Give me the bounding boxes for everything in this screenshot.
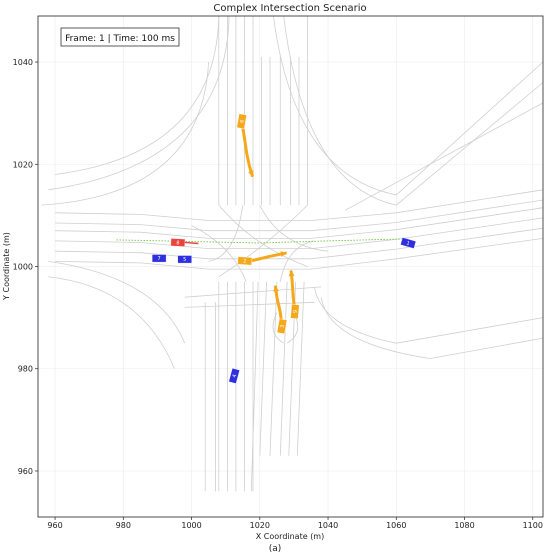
lane-line (41, 61, 210, 206)
lane-line (55, 207, 544, 239)
trajectory-arrowhead-2 (280, 251, 286, 257)
vehicle-label-4: 4 (232, 374, 239, 379)
vehicle-5: 5 (177, 255, 192, 264)
lane-line (55, 189, 544, 221)
lane-line (48, 260, 186, 344)
lane-line (191, 225, 247, 282)
vehicle-label-1: 1 (406, 240, 411, 247)
frame-info-box: Frame: 1 | Time: 100 ms (60, 27, 180, 47)
vehicle-3: 3 (276, 318, 288, 335)
vehicle-8: 8 (170, 238, 186, 247)
vehicle-6: 6 (236, 113, 247, 130)
lane-line (48, 15, 230, 191)
y-tick-label: 1040 (13, 58, 33, 67)
vehicle-label-3: 3 (280, 324, 286, 328)
lane-line (259, 204, 329, 252)
y-tick-label: 1020 (13, 160, 33, 169)
vehicle-body-7 (151, 254, 167, 263)
vehicle-body-2 (237, 256, 253, 266)
vehicle-body-1 (400, 237, 417, 249)
lane-line (320, 297, 431, 359)
figure-caption: (a) (269, 544, 282, 554)
lane-line (430, 337, 544, 359)
x-tick-label: 1040 (318, 521, 338, 530)
x-tick-label: 980 (116, 521, 131, 530)
vehicle-label-6: 6 (239, 119, 245, 123)
x-tick-label: 1100 (523, 521, 543, 530)
vehicle-2: 2 (237, 256, 253, 266)
lane-line (184, 286, 322, 298)
lane-line (48, 276, 175, 369)
lane-line (55, 238, 544, 270)
trajectory-arrowhead-6 (248, 170, 254, 176)
x-tick-label: 1080 (454, 521, 474, 530)
vehicle-7: 7 (151, 254, 167, 263)
lane-line (313, 286, 397, 344)
vehicle-body-6 (236, 113, 247, 130)
x-tick-label: 1020 (250, 521, 270, 530)
lane-line (279, 281, 288, 456)
lane-line (279, 240, 315, 282)
frame-info-text: Frame: 1 | Time: 100 ms (65, 34, 175, 44)
x-tick-label: 1000 (181, 521, 201, 530)
vehicle-label-8: 8 (176, 240, 179, 246)
lane-line (208, 205, 244, 262)
lane-line (273, 15, 397, 196)
x-axis-label: X Coordinate (m) (256, 532, 324, 541)
lane-line (283, 15, 397, 206)
vehicle-1: 1 (400, 237, 417, 249)
vehicle-label-7: 7 (158, 256, 161, 262)
lane-line (55, 15, 220, 175)
axis-ticks: 960 980 1000 1020 1040 1060 1080 1100 960 980 1000… (13, 58, 543, 530)
lane-line (396, 82, 544, 206)
y-tick-label: 1000 (13, 263, 33, 272)
x-tick-label: 1060 (386, 521, 406, 530)
lane-line (272, 312, 284, 344)
vehicles: 8 1 7 5 4 6 2 3 9 (151, 113, 417, 384)
trajectory-6 (240, 119, 254, 177)
lane-line (269, 281, 278, 456)
lane-line (396, 61, 544, 196)
lane-line (259, 281, 267, 456)
ego-heading-line (184, 241, 199, 245)
vehicle-label-9: 9 (293, 310, 299, 314)
vehicle-body-4 (228, 367, 240, 384)
vehicle-label-2: 2 (243, 259, 247, 265)
y-axis-label: Y Coordinate (m) (2, 232, 11, 301)
lane-line (296, 281, 305, 456)
lane-line (250, 281, 259, 492)
vehicle-label-5: 5 (183, 257, 186, 263)
trajectory-arrowhead-3 (273, 286, 279, 292)
lane-line (218, 204, 308, 278)
lane-line (344, 102, 544, 211)
road-network (41, 15, 544, 492)
vehicle-body-3 (276, 318, 288, 335)
y-tick-label: 960 (18, 467, 33, 476)
vehicle-body-9 (290, 303, 300, 320)
lane-line (396, 317, 544, 344)
vehicle-9: 9 (290, 303, 300, 320)
trajectory-arrowhead-9 (288, 271, 295, 277)
chart-title: Complex Intersection Scenario (213, 3, 366, 14)
y-tick-label: 980 (18, 365, 33, 374)
lane-line (218, 204, 308, 267)
x-tick-label: 960 (47, 521, 62, 530)
vehicle-4: 4 (228, 367, 240, 384)
lane-line (55, 199, 544, 232)
vehicle-body-5 (177, 255, 192, 264)
lane-line (55, 217, 544, 249)
